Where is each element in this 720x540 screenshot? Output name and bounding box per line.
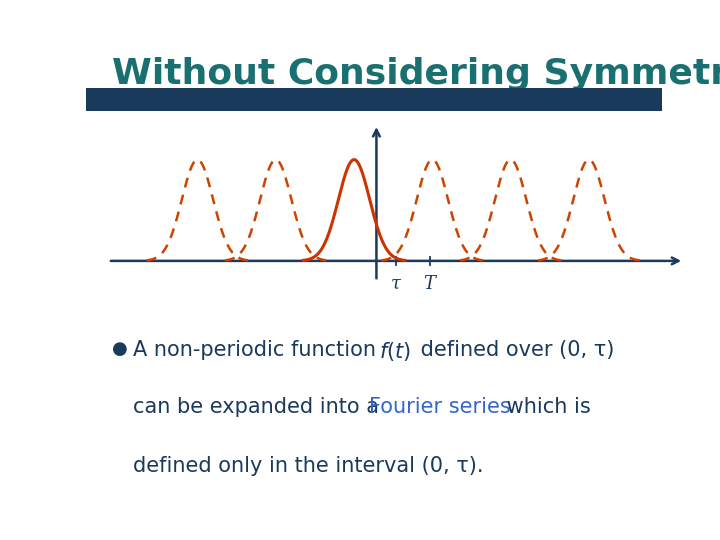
Text: defined over (0, τ): defined over (0, τ): [414, 340, 614, 360]
Text: $f(t)$: $f(t)$: [379, 340, 411, 363]
FancyBboxPatch shape: [86, 0, 720, 540]
Bar: [86, 88, 662, 111]
Text: defined only in the interval (0, τ).: defined only in the interval (0, τ).: [133, 456, 484, 476]
Text: A non-periodic function: A non-periodic function: [133, 340, 383, 360]
Text: can be expanded into a: can be expanded into a: [133, 397, 386, 417]
Text: which is: which is: [500, 397, 591, 417]
Text: Without Considering Symmetry: Without Considering Symmetry: [112, 57, 720, 91]
Text: τ: τ: [391, 275, 401, 293]
Text: T: T: [423, 275, 436, 293]
Text: ●: ●: [112, 340, 127, 358]
Text: Fourier series: Fourier series: [369, 397, 510, 417]
